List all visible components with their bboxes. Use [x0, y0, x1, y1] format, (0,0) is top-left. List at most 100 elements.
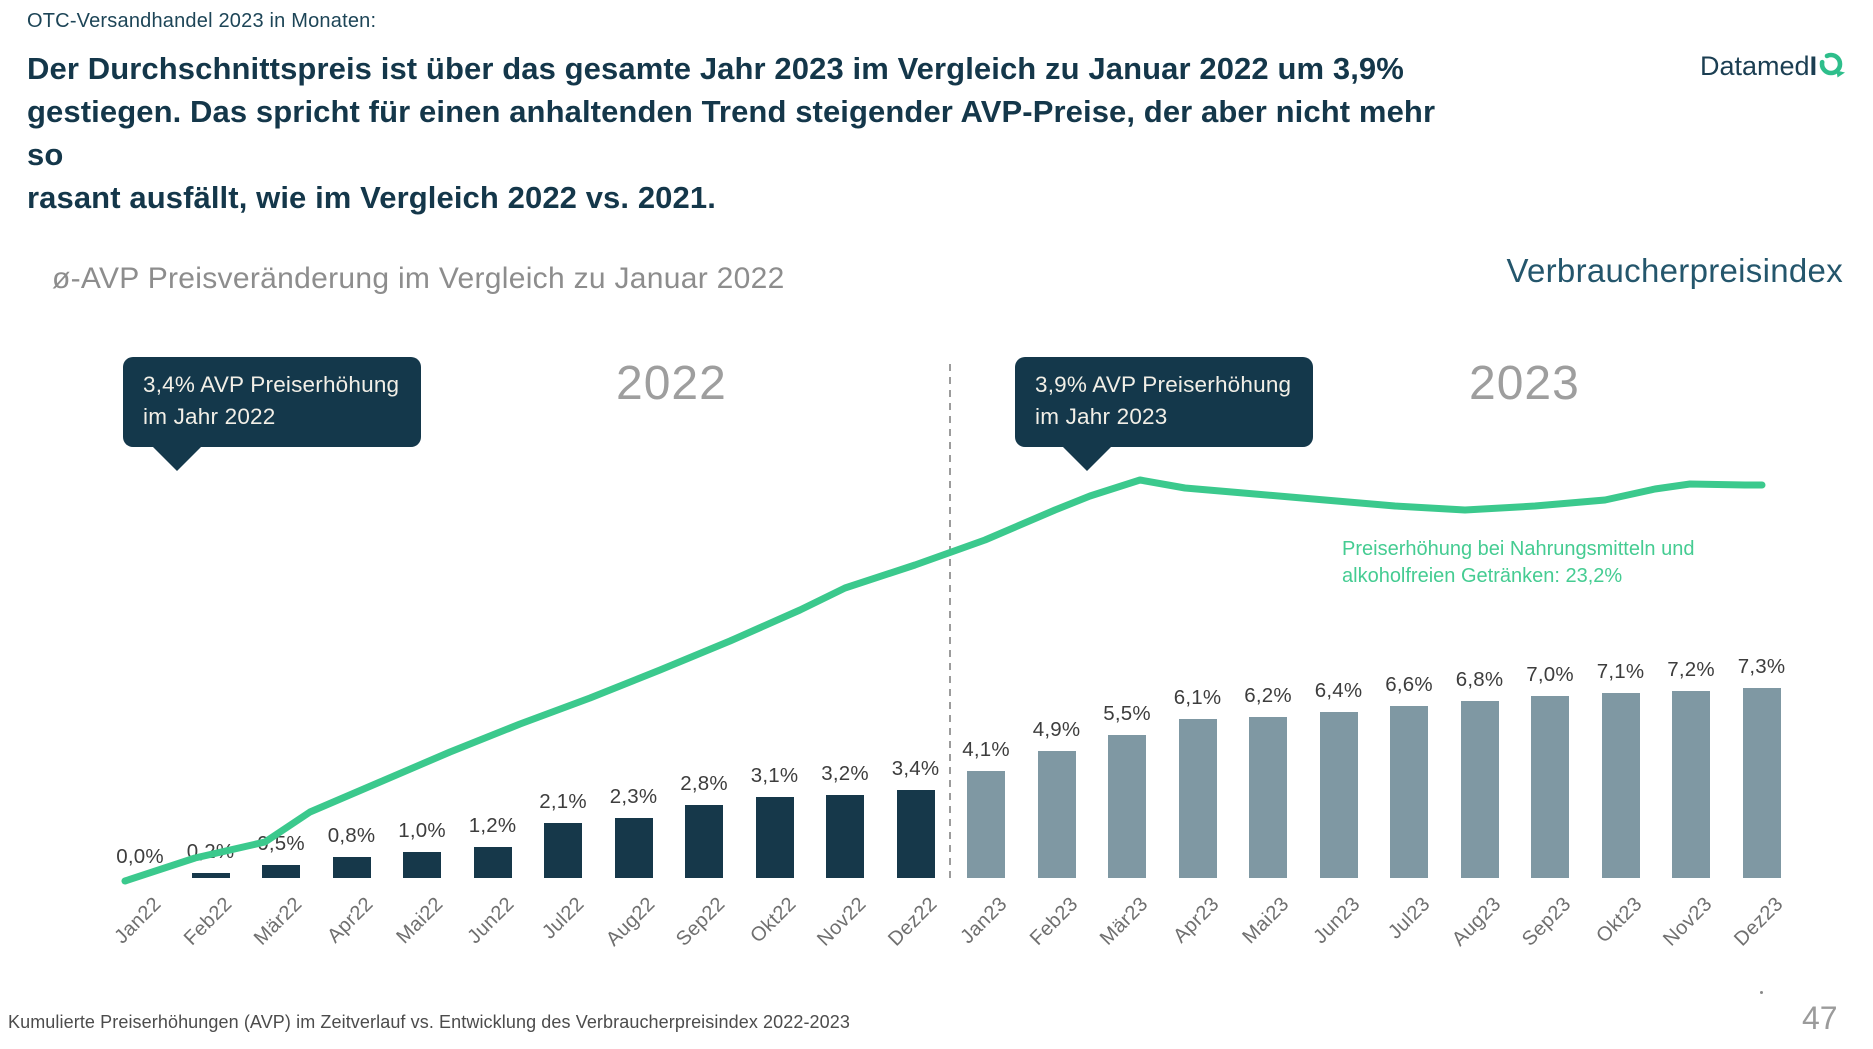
callout-2023: 3,9% AVP Preiserhöhung im Jahr 2023 — [1015, 357, 1314, 471]
axis-label-Feb23: Feb23 — [1025, 893, 1083, 950]
axis-label-Feb22: Feb22 — [179, 893, 237, 950]
axis-label-Sep22: Sep22 — [672, 893, 730, 951]
bar-Jan23 — [967, 771, 1005, 878]
bar-value-label-Nov23: 7,2% — [1667, 658, 1715, 681]
bar-value-label-Sep22: 2,8% — [680, 772, 728, 795]
axis-label-Aug23: Aug23 — [1447, 893, 1506, 951]
callout-2022-line-2: im Jahr 2022 — [143, 403, 276, 429]
datamediq-logo: Datamed I — [1700, 48, 1846, 85]
bar-Sep22 — [685, 805, 723, 878]
headline-line-2: gestiegen. Das spricht für einen anhalte… — [27, 94, 1436, 172]
logo-letter-i: I — [1809, 51, 1818, 81]
bar-Aug22 — [614, 818, 653, 878]
axis-label-Aug22: Aug22 — [601, 893, 660, 951]
bar-value-label-Mär22: 0,5% — [257, 832, 305, 855]
axis-label-Okt23: Okt23 — [1591, 893, 1647, 948]
bar-Sep23 — [1531, 696, 1569, 878]
axis-label-Jun23: Jun23 — [1308, 893, 1365, 949]
bar-value-label-Okt23: 7,1% — [1596, 660, 1645, 683]
axis-label-Jan22: Jan22 — [110, 893, 166, 949]
logo-text: Datamed — [1700, 51, 1810, 81]
axis-label-Dez23: Dez23 — [1729, 893, 1788, 951]
bar-value-label-Mai22: 1,0% — [398, 819, 446, 842]
bar-value-label-Apr22: 0,8% — [327, 824, 376, 847]
bar-Mär22 — [262, 865, 300, 878]
axis-label-Dez22: Dez22 — [883, 893, 942, 951]
page-number: 47 — [1802, 1000, 1838, 1036]
axis-label-Apr23: Apr23 — [1168, 893, 1224, 948]
bar-value-label-Aug23: 6,8% — [1455, 668, 1504, 691]
bar-Dez23 — [1742, 688, 1781, 878]
bar-Feb23 — [1037, 751, 1076, 878]
bar-value-label-Mai23: 6,2% — [1244, 684, 1292, 707]
headline-line-3: rasant ausfällt, wie im Vergleich 2022 v… — [27, 180, 716, 215]
bar-Mai22 — [403, 852, 441, 878]
year-label-2022: 2022 — [616, 357, 727, 410]
bar-Apr22 — [332, 857, 371, 878]
axis-label-Mär22: Mär22 — [249, 893, 307, 950]
callout-2023-pointer — [1063, 446, 1111, 471]
callout-2022-pointer — [153, 446, 201, 471]
bar-value-label-Feb22: 0,2% — [186, 840, 235, 863]
bar-value-label-Feb23: 4,9% — [1032, 718, 1081, 741]
bar-value-label-Dez22: 3,4% — [891, 757, 940, 780]
bar-value-label-Jul23: 6,6% — [1385, 673, 1433, 696]
bar-Dez22 — [896, 790, 935, 878]
headline: Der Durchschnittspreis ist über das gesa… — [27, 47, 1447, 219]
axis-label-Nov23: Nov23 — [1659, 893, 1717, 951]
chart-title-right: Verbraucherpreisindex — [1506, 252, 1843, 289]
year-divider-dashed-line — [949, 364, 951, 884]
bar-Nov22 — [826, 795, 864, 878]
bar-Aug23 — [1460, 701, 1499, 878]
headline-line-1: Der Durchschnittspreis ist über das gesa… — [27, 51, 1404, 86]
bar-value-label-Nov22: 3,2% — [821, 762, 869, 785]
bar-value-label-Jun22: 1,2% — [468, 814, 517, 837]
bar-Okt22 — [755, 797, 794, 878]
bar-Mär23 — [1108, 735, 1146, 878]
year-label-2023: 2023 — [1469, 357, 1580, 410]
vpi-line-annotation: Preiserhöhung bei Nahrungsmitteln und al… — [1342, 536, 1694, 590]
axis-label-Mai22: Mai22 — [392, 893, 448, 949]
bar-value-label-Aug22: 2,3% — [609, 785, 658, 808]
axis-label-Okt22: Okt22 — [745, 893, 801, 948]
bar-value-label-Jul22: 2,1% — [539, 790, 587, 813]
bar-value-label-Okt22: 3,1% — [750, 764, 799, 787]
bar-value-label-Jan22: 0,0% — [116, 845, 164, 868]
bar-value-label-Mär23: 5,5% — [1103, 702, 1151, 725]
axis-label-Sep23: Sep23 — [1518, 893, 1576, 951]
bar-Jun22 — [473, 847, 512, 878]
axis-label-Jan23: Jan23 — [956, 893, 1012, 949]
bar-value-label-Jun23: 6,4% — [1314, 679, 1363, 702]
bar-Apr23 — [1178, 719, 1217, 878]
bar-value-label-Dez23: 7,3% — [1737, 655, 1786, 678]
axis-label-Mär23: Mär23 — [1095, 893, 1153, 950]
axis-label-Mai23: Mai23 — [1238, 893, 1294, 949]
bar-Jul23 — [1390, 706, 1428, 878]
vpi-line-annotation-line-1: Preiserhöhung bei Nahrungsmitteln und — [1342, 538, 1695, 560]
axis-label-Jun22: Jun22 — [462, 893, 519, 949]
bar-Feb22 — [191, 873, 230, 878]
bar-Okt23 — [1601, 693, 1640, 878]
axis-label-Apr22: Apr22 — [322, 893, 378, 948]
axis-label-Jul23: Jul23 — [1384, 893, 1435, 944]
callout-2023-line-2: im Jahr 2023 — [1035, 403, 1168, 429]
axis-label-Jul22: Jul22 — [538, 893, 589, 944]
bar-value-label-Apr23: 6,1% — [1173, 686, 1222, 709]
vpi-line-annotation-line-2: alkoholfreien Getränken: 23,2% — [1342, 565, 1623, 587]
kicker-text: OTC-Versandhandel 2023 in Monaten: — [27, 10, 377, 32]
callout-2022: 3,4% AVP Preiserhöhung im Jahr 2022 — [123, 357, 422, 471]
bar-Jun23 — [1319, 712, 1358, 878]
bar-value-label-Jan23: 4,1% — [962, 738, 1010, 761]
bar-Jul22 — [544, 823, 582, 878]
stray-dot — [1760, 991, 1763, 994]
axis-label-Nov22: Nov22 — [813, 893, 871, 951]
bar-value-label-Sep23: 7,0% — [1526, 663, 1574, 686]
bar-Mai23 — [1249, 717, 1287, 878]
chart-title-left: ø-AVP Preisveränderung im Vergleich zu J… — [52, 262, 785, 295]
logo-q-arrow-icon — [1817, 48, 1846, 85]
bar-Nov23 — [1672, 691, 1710, 878]
callout-2023-line-1: 3,9% AVP Preiserhöhung — [1035, 372, 1292, 397]
footer-caption: Kumulierte Preiserhöhungen (AVP) im Zeit… — [8, 1012, 850, 1032]
callout-2022-line-1: 3,4% AVP Preiserhöhung — [143, 372, 400, 397]
